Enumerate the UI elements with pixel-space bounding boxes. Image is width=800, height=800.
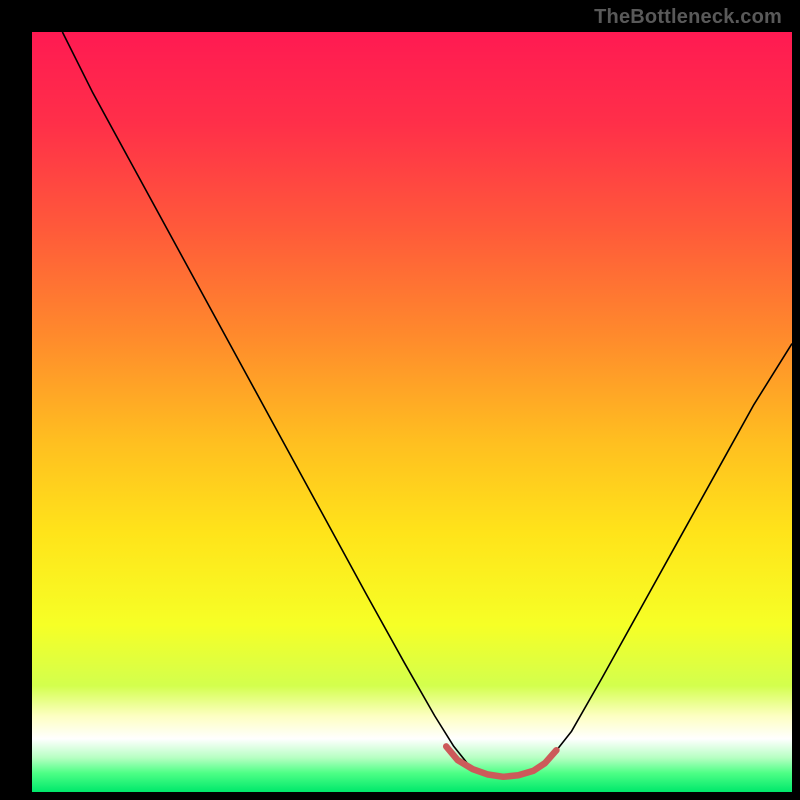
chart-frame: TheBottleneck.com [0, 0, 800, 800]
watermark-text: TheBottleneck.com [594, 6, 782, 29]
plot-background [32, 32, 792, 792]
bottleneck-chart [0, 0, 800, 800]
